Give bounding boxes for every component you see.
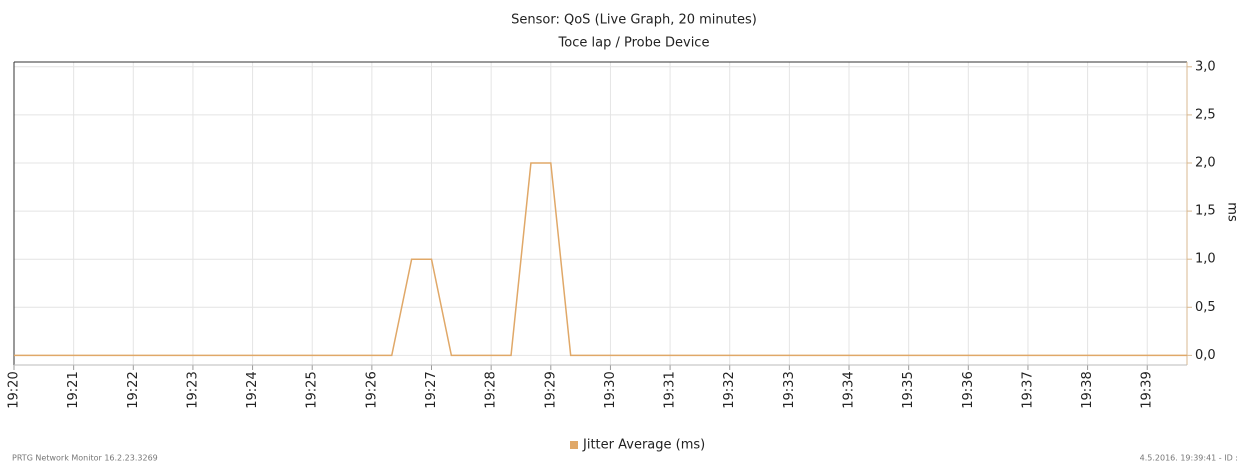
data-line (14, 162, 1187, 357)
x-tick-label: 19:35 (901, 371, 916, 408)
y-tick-label: 0,0 (1195, 348, 1216, 363)
legend-label: Jitter Average (ms) (582, 438, 705, 453)
x-tick-label: 19:22 (126, 371, 141, 408)
x-tick-label: 19:23 (185, 371, 200, 408)
chart-title: Sensor: QoS (Live Graph, 20 minutes) (511, 13, 757, 28)
y-tick-label: 0,5 (1195, 300, 1216, 315)
chart-subtitle: Toce lap / Probe Device (558, 36, 710, 51)
x-tick-label: 19:34 (842, 371, 857, 408)
footer-left: PRTG Network Monitor 16.2.23.3269 (12, 454, 158, 463)
y-axis-label: ms (1225, 202, 1240, 222)
y-tick-label: 3,0 (1195, 59, 1216, 74)
x-tick-label: 19:25 (305, 371, 320, 408)
x-tick-label: 19:26 (364, 371, 379, 408)
x-tick-label: 19:21 (66, 371, 81, 408)
x-tick-label: 19:31 (663, 371, 678, 408)
footer-right: 4.5.2016. 19:39:41 - ID : (1140, 454, 1238, 463)
x-tick-label: 19:24 (245, 371, 260, 408)
y-tick-label: 2,5 (1195, 107, 1216, 122)
x-tick-label: 19:27 (424, 371, 439, 408)
plot-area (14, 62, 1187, 365)
x-tick-label: 19:29 (543, 371, 558, 408)
x-tick-label: 19:28 (484, 371, 499, 408)
x-tick-label: 19:38 (1080, 371, 1095, 408)
x-tick-label: 19:36 (961, 371, 976, 408)
x-tick-label: 19:33 (782, 371, 797, 408)
x-tick-label: 19:37 (1020, 371, 1035, 408)
legend-swatch (570, 441, 578, 449)
x-tick-label: 19:32 (722, 371, 737, 408)
x-tick-label: 19:39 (1140, 371, 1155, 408)
y-tick-label: 1,0 (1195, 252, 1216, 267)
x-tick-label: 19:20 (7, 371, 22, 408)
y-tick-label: 1,5 (1195, 204, 1216, 219)
x-tick-label: 19:30 (603, 371, 618, 408)
y-tick-label: 2,0 (1195, 156, 1216, 171)
